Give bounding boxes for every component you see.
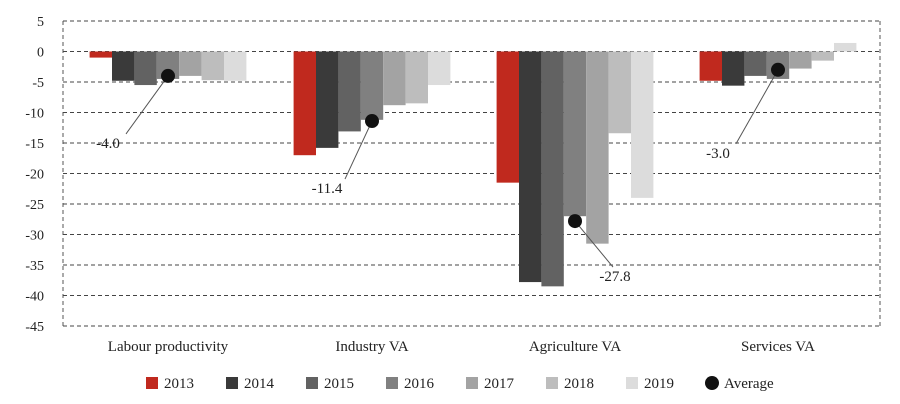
bar-2013-3 — [699, 51, 722, 81]
x-category-label: Industry VA — [335, 339, 408, 355]
bar-2017-0 — [179, 51, 202, 76]
average-label: -27.8 — [599, 269, 630, 285]
y-axis: 5 0 -5 -10 -15 -20 -25 -30 -35 -40 -45 — [25, 15, 44, 335]
legend-label: 2015 — [324, 376, 354, 392]
y-tick-label: -10 — [25, 107, 44, 122]
bar-2013-2 — [496, 51, 519, 183]
average-leader-line — [735, 69, 779, 145]
x-category-label: Agriculture VA — [529, 339, 622, 355]
average-marker — [161, 68, 175, 83]
bar-2013-1 — [293, 51, 316, 156]
bar-2019-0 — [224, 51, 247, 81]
bar-2015-3 — [744, 51, 767, 76]
legend-swatch-2015 — [306, 377, 318, 389]
bar-2015-1 — [338, 51, 361, 132]
y-tick-label: -25 — [25, 198, 44, 213]
y-tick-label: -40 — [25, 290, 44, 305]
legend-label: 2017 — [484, 376, 515, 392]
x-category-label: Services VA — [741, 339, 815, 355]
bar-2018-3 — [811, 51, 834, 61]
y-tick-label: 5 — [37, 15, 44, 30]
average-label: -11.4 — [312, 181, 343, 197]
bar-2014-1 — [316, 51, 339, 148]
y-tick-label: -15 — [25, 137, 44, 152]
legend-label: 2016 — [404, 376, 435, 392]
y-tick-label: -45 — [25, 320, 44, 335]
bar-2016-1 — [360, 51, 384, 120]
legend-label: 2013 — [164, 376, 194, 392]
y-tick-label: 0 — [37, 46, 44, 61]
average-leader-line — [574, 220, 614, 268]
bar-2018-2 — [608, 51, 631, 134]
average-marker — [771, 62, 785, 77]
bar-2019-1 — [428, 51, 451, 86]
average-marker — [568, 214, 582, 229]
legend-swatch-2013 — [146, 377, 158, 389]
bar-2014-0 — [112, 51, 135, 81]
y-tick-label: -5 — [32, 76, 44, 91]
legend: 2013 2014 2015 2016 2017 2018 2019 Average — [146, 376, 774, 392]
bar-2015-2 — [541, 51, 564, 287]
bar-2016-2 — [563, 51, 587, 217]
average-leader-line — [344, 120, 373, 180]
legend-swatch-2014 — [226, 377, 238, 389]
bar-2014-3 — [722, 51, 745, 86]
legend-label: 2019 — [644, 376, 674, 392]
legend-swatch-2016 — [386, 377, 398, 389]
bar-2017-3 — [789, 51, 812, 69]
average-label: -3.0 — [706, 146, 730, 162]
legend-average-marker — [705, 376, 719, 390]
legend-label: 2018 — [564, 376, 594, 392]
average-label: -4.0 — [96, 136, 120, 152]
x-axis: Labour productivity Industry VA Agricultur… — [108, 339, 815, 355]
bar-2014-2 — [519, 51, 542, 283]
y-tick-label: -20 — [25, 168, 44, 183]
average-markers: -4.0 -11.4 -27.8 -3.0 — [96, 62, 785, 285]
y-tick-label: -35 — [25, 259, 44, 274]
average-leader-line — [125, 75, 169, 135]
average-marker — [365, 114, 379, 129]
bars — [89, 42, 857, 287]
bar-2019-3 — [834, 42, 857, 52]
bar-2015-0 — [134, 51, 157, 86]
x-category-label: Labour productivity — [108, 339, 229, 355]
bar-2017-2 — [586, 51, 609, 244]
bar-2013-0 — [89, 51, 112, 58]
bar-2018-1 — [405, 51, 428, 104]
y-tick-label: -30 — [25, 229, 44, 244]
bar-2019-2 — [631, 51, 654, 198]
legend-swatch-2018 — [546, 377, 558, 389]
legend-label: 2014 — [244, 376, 275, 392]
legend-swatch-2019 — [626, 377, 638, 389]
legend-label: Average — [724, 376, 774, 392]
bar-2018-0 — [201, 51, 224, 81]
legend-swatch-2017 — [466, 377, 478, 389]
bar-2017-1 — [383, 51, 406, 106]
